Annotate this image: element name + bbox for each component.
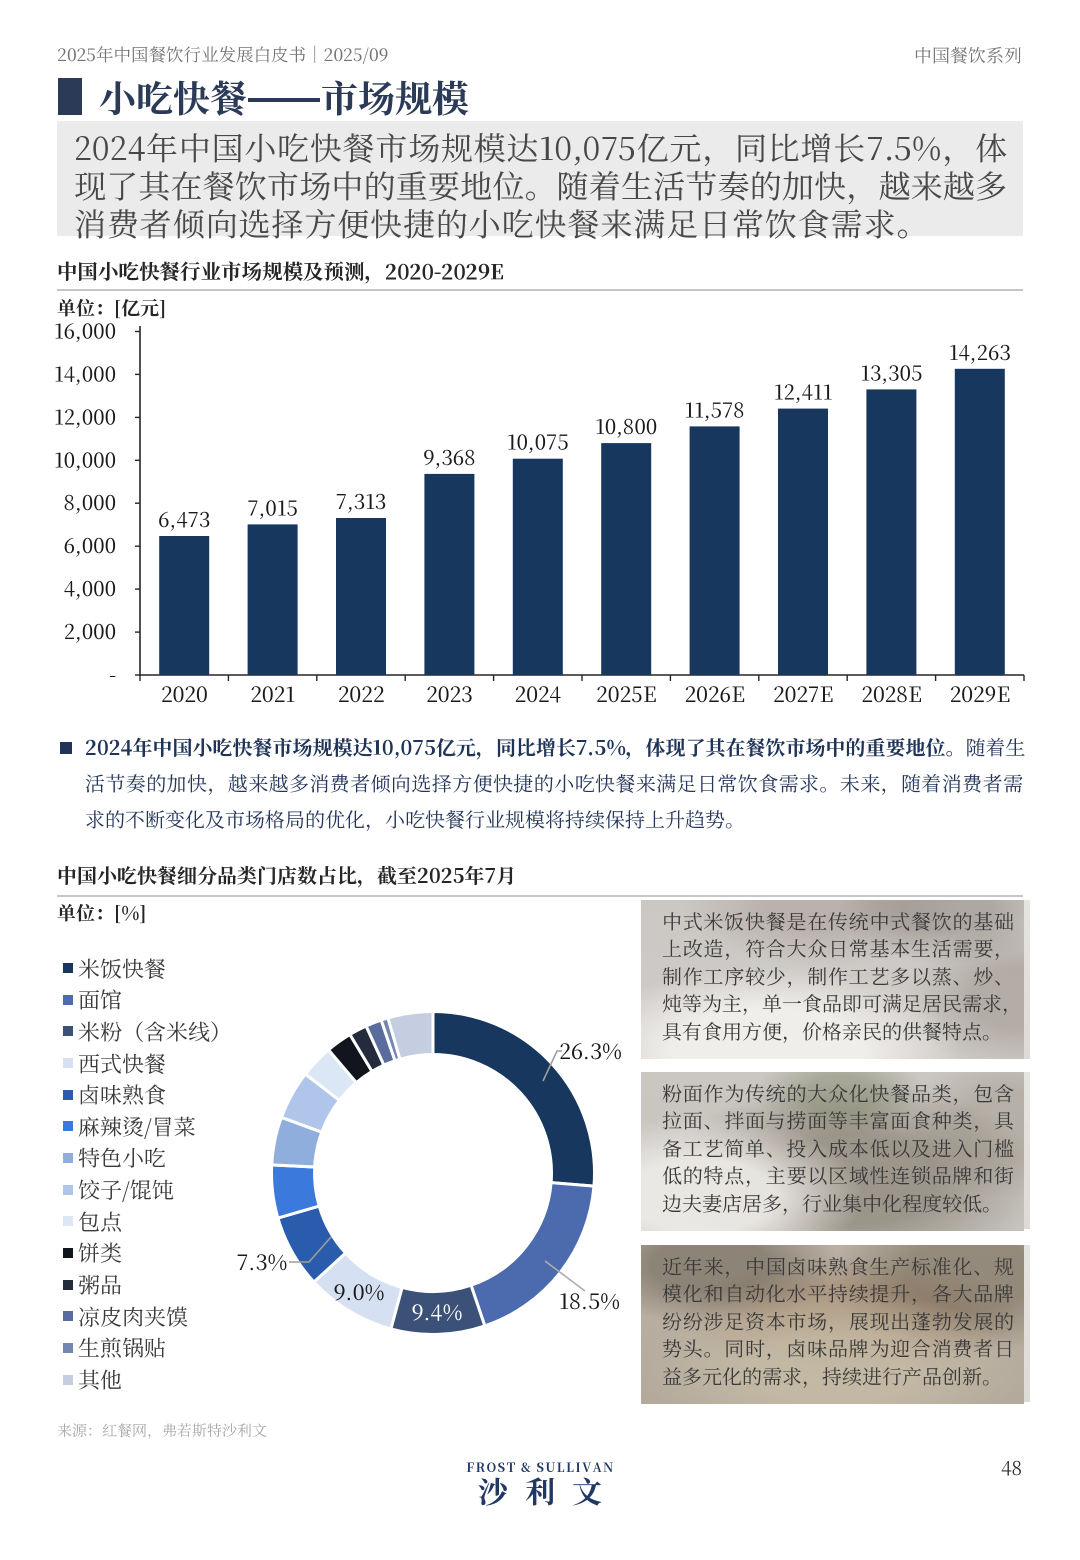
svg-text:2023: 2023 xyxy=(426,679,473,709)
svg-text:2026E: 2026E xyxy=(684,679,745,709)
svg-text:12,000: 12,000 xyxy=(54,400,116,430)
svg-text:10,075: 10,075 xyxy=(507,426,569,456)
svg-text:11,578: 11,578 xyxy=(685,393,745,423)
svg-text:7,015: 7,015 xyxy=(247,491,297,521)
svg-text:13,305: 13,305 xyxy=(860,356,922,386)
svg-text:2025E: 2025E xyxy=(596,679,657,709)
svg-text:2028E: 2028E xyxy=(861,679,922,709)
svg-text:-: - xyxy=(109,658,116,688)
svg-text:9.4%: 9.4% xyxy=(412,1296,463,1327)
svg-text:2029E: 2029E xyxy=(949,679,1010,709)
svg-text:9.0%: 9.0% xyxy=(334,1276,385,1307)
svg-text:8,000: 8,000 xyxy=(64,486,116,516)
svg-text:6,473: 6,473 xyxy=(158,503,210,533)
svg-text:12,411: 12,411 xyxy=(774,376,833,406)
svg-text:18.5%: 18.5% xyxy=(559,1285,620,1316)
svg-text:9,368: 9,368 xyxy=(423,441,476,471)
svg-text:2022: 2022 xyxy=(338,679,385,709)
svg-text:6,000: 6,000 xyxy=(64,529,116,559)
svg-text:14,000: 14,000 xyxy=(54,357,116,387)
svg-text:26.3%: 26.3% xyxy=(559,1035,622,1066)
svg-text:7.3%: 7.3% xyxy=(237,1246,288,1277)
svg-text:16,000: 16,000 xyxy=(54,315,116,345)
svg-text:10,800: 10,800 xyxy=(595,410,657,440)
svg-text:7,313: 7,313 xyxy=(336,485,386,515)
svg-text:2024: 2024 xyxy=(514,679,561,709)
svg-text:14,263: 14,263 xyxy=(949,336,1011,366)
svg-text:2,000: 2,000 xyxy=(64,615,116,645)
svg-text:4,000: 4,000 xyxy=(64,572,116,602)
svg-text:2021: 2021 xyxy=(250,679,295,709)
svg-text:2027E: 2027E xyxy=(773,679,833,709)
svg-text:2020: 2020 xyxy=(161,679,208,709)
svg-text:10,000: 10,000 xyxy=(54,443,116,473)
